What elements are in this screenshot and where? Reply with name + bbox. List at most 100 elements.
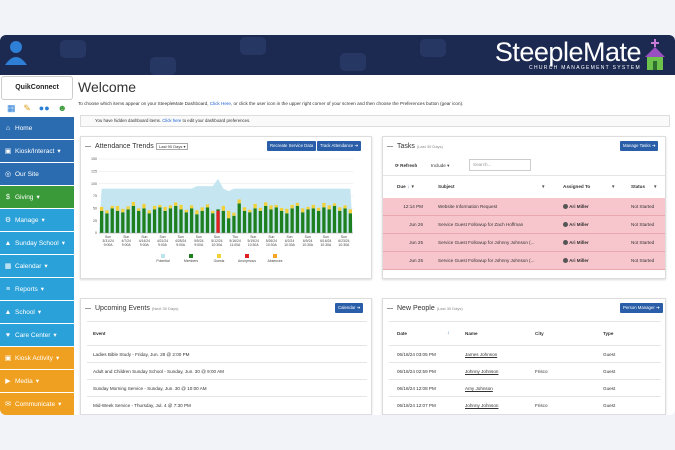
sidebar-item-communicate[interactable]: ✉ Communicate ▾ [0, 393, 74, 415]
x-tick-label: 10:30A [284, 243, 295, 247]
drag-handle-icon[interactable] [85, 308, 91, 309]
quick-connect-title[interactable]: QuikConnect [1, 76, 73, 100]
members-bar [221, 210, 225, 233]
members-bar [137, 210, 141, 233]
x-tick-label: 10:30A [320, 243, 331, 247]
drag-handle-icon[interactable] [85, 146, 91, 147]
members-bar [285, 213, 289, 233]
sidebar-item-care-center[interactable]: ♥ Care Center ▾ [0, 324, 74, 346]
sidebar-item-reports[interactable]: ≡ Reports ▾ [0, 278, 74, 300]
drag-handle-icon[interactable] [387, 146, 393, 147]
x-tick-label: 6/9/24 [303, 239, 313, 243]
col-name[interactable]: Name [465, 331, 478, 336]
person-row[interactable]: 06/18/24 12:07 PM Johnny Johnson Frisco Gue… [389, 396, 661, 413]
guests-bar [137, 208, 141, 211]
task-row[interactable]: Jun 26 Service Guest Followup for Zach Ho… [383, 216, 665, 234]
guests-bar [100, 206, 104, 211]
sidebar-item-kiosk-interact[interactable]: ▣ Kiosk/Interact ▾ [0, 140, 74, 162]
drag-handle-icon[interactable] [387, 308, 393, 309]
sidebar-item-kiosk-activity[interactable]: ▣ Kiosk Activity ▾ [0, 347, 74, 369]
x-tick-label: 9:00A [104, 243, 114, 247]
range-select[interactable]: Last 90 Days ▾ [156, 143, 189, 150]
event-row[interactable]: Mid-Week Service - Thursday, Jul. 4 @ 7:… [87, 396, 367, 413]
hidden-notice-text-2: to edit your dashboard preferences. [182, 118, 251, 123]
person-name-link[interactable]: James Johnson [465, 352, 498, 357]
caret-down-icon: ▾ [36, 194, 40, 201]
x-tick-label: 6/2/24 [285, 239, 295, 243]
person-name-link[interactable]: Amy Johnson [465, 386, 493, 391]
col-status[interactable]: Status [631, 184, 646, 189]
sidebar-item-school[interactable]: ▲ School ▾ [0, 301, 74, 323]
guests-bar [126, 206, 130, 210]
guests-bar [179, 204, 183, 210]
calendar-icon[interactable]: ▦ [6, 102, 16, 113]
manage-tasks-button[interactable]: Manage Tasks ➜ [620, 141, 659, 151]
person-row[interactable]: 06/18/24 02:59 PM Johnny Johnson Frisco Gue… [389, 362, 661, 379]
x-tick-label: 10:30A [212, 243, 223, 247]
person-row[interactable]: 06/18/24 12:08 PM Amy Johnson Guest [389, 379, 661, 396]
col-due[interactable]: Due ↓ ▼ [397, 184, 415, 189]
include-dropdown[interactable]: Include ▾ [431, 163, 450, 168]
person-add-icon[interactable]: ☻ [57, 103, 68, 113]
filter-icon[interactable]: ▼ [653, 184, 658, 189]
sort-down-icon: ↓ [447, 330, 450, 336]
header-pattern [60, 40, 86, 58]
members-bar [115, 210, 120, 233]
task-row[interactable]: Jun 25 Service Guest Followup for Johnny … [383, 234, 665, 252]
x-tick-label: 5/19/24 [248, 239, 259, 243]
person-name-link[interactable]: Johnny Johnson [465, 369, 499, 374]
sidebar-item-calendar[interactable]: ▦ Calendar ▾ [0, 255, 74, 277]
calendar-button[interactable]: Calendar ➜ [335, 303, 364, 313]
guests-bar [290, 204, 294, 209]
refresh-button[interactable]: ⟳ Refresh [395, 163, 417, 169]
members-bar [200, 210, 204, 233]
col-assigned[interactable]: Assigned To [563, 184, 591, 189]
header-pattern [150, 57, 176, 75]
members-bar [184, 212, 188, 233]
edit-preferences-link[interactable]: Click here [162, 118, 182, 123]
track-attendance-button[interactable]: Track Attendance ➜ [317, 141, 362, 151]
filter-icon[interactable]: ▼ [541, 184, 546, 189]
recreate-service-data-button[interactable]: Recreate Service Data [267, 141, 317, 151]
col-type[interactable]: Type [603, 331, 614, 336]
filter-icon[interactable]: ▼ [410, 184, 416, 189]
event-row[interactable]: Adult and Children Sunday School - Sunda… [87, 362, 367, 379]
person-row[interactable]: 06/18/24 03:05 PM James Johnson Guest [389, 345, 661, 362]
reports-icon: ≡ [5, 285, 11, 293]
legend-label: Members [184, 259, 198, 263]
person-name-link[interactable]: Johnny Johnson [465, 403, 499, 408]
members-bar [338, 210, 342, 233]
col-subject[interactable]: Subject [438, 184, 455, 189]
task-row[interactable]: 12:14 PM Website Information Request Ari … [383, 198, 665, 216]
event-row[interactable]: Ladies Bible Study - Friday, Jun. 28 @ 2… [87, 345, 367, 362]
guests-bar [115, 205, 120, 211]
sidebar-item-our-site[interactable]: ◎ Our Site [0, 163, 74, 185]
click-here-link[interactable]: Click Here [209, 101, 231, 106]
event-row[interactable]: Sunday Morning Service - Sunday, Jun. 30… [87, 379, 367, 396]
person-date: 06/18/24 02:59 PM [397, 369, 436, 374]
sidebar-item-home[interactable]: ⌂ Home [0, 117, 74, 139]
task-status: Not Started [631, 222, 655, 227]
legend-label: Guests [214, 259, 225, 263]
people-icon[interactable]: ●● [38, 103, 50, 113]
task-search-input[interactable]: Search... [469, 159, 531, 171]
col-city[interactable]: City [535, 331, 544, 336]
sidebar-item-label: Care Center [15, 331, 51, 339]
caret-down-icon: ▾ [61, 240, 65, 247]
members-bar [306, 209, 310, 233]
sidebar-item-giving[interactable]: $ Giving ▾ [0, 186, 74, 208]
sidebar-item-manage[interactable]: ⚙ Manage ▾ [0, 209, 74, 231]
task-subject: Service Guest Followup for Zach Hoffman [438, 222, 524, 227]
chat-icon: ✉ [5, 401, 11, 408]
person-manager-button[interactable]: Person Manager ➜ [620, 303, 663, 313]
task-row[interactable]: Jun 25 Service Guest Followup for Johnny … [383, 252, 665, 270]
sidebar-item-sunday-school[interactable]: ▲ Sunday School ▾ [0, 232, 74, 254]
edit-icon[interactable]: ✎ [23, 102, 31, 113]
brand-logo-text: SteepleMate [494, 37, 642, 67]
sidebar-item-media[interactable]: ▶ Media ▾ [0, 370, 74, 392]
filter-icon[interactable]: ▼ [611, 184, 616, 189]
col-date[interactable]: Date [397, 331, 407, 336]
user-avatar-icon[interactable] [4, 39, 28, 65]
guests-bar [316, 207, 321, 211]
sidebar-item-label: Sunday School [15, 239, 59, 247]
